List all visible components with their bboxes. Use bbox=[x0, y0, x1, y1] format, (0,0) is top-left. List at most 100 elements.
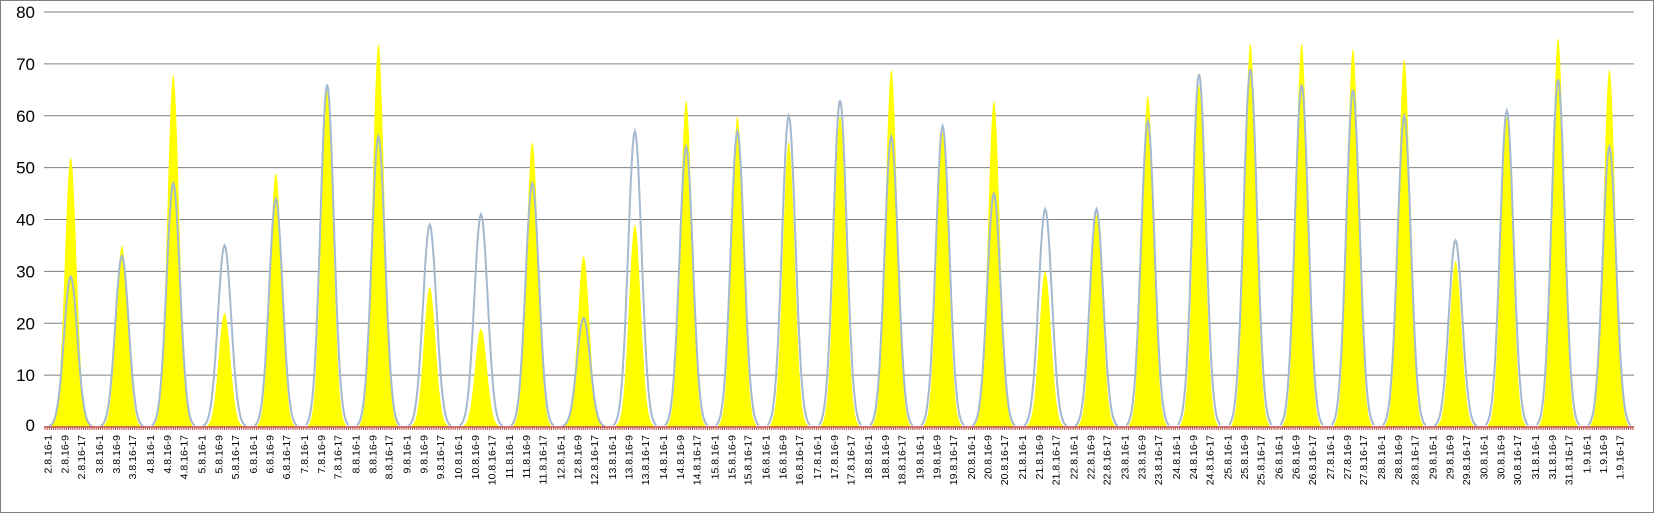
y-tick-label: 0 bbox=[26, 416, 35, 435]
area-peak bbox=[1539, 37, 1577, 428]
x-tick-label: 29.8.16-9 bbox=[1444, 435, 1456, 480]
line-peak bbox=[305, 84, 350, 426]
line-peak bbox=[869, 132, 914, 426]
line-peak bbox=[1587, 143, 1632, 427]
x-tick-label: 5.8.16-17 bbox=[230, 435, 242, 480]
x-tick-label: 31.8.16-9 bbox=[1547, 435, 1559, 480]
area-peak bbox=[257, 172, 295, 427]
x-tick-label: 19.8.16-1 bbox=[915, 435, 927, 480]
x-tick-label: 10.8.16-1 bbox=[453, 435, 465, 480]
x-tick-label: 4.8.16-17 bbox=[179, 435, 191, 480]
line-peak bbox=[202, 242, 247, 427]
x-tick-label: 31.8.16-17 bbox=[1563, 435, 1575, 485]
x-tick-label: 14.8.16-17 bbox=[691, 435, 703, 485]
line-peak bbox=[817, 99, 863, 426]
x-tick-label: 16.8.16-9 bbox=[778, 435, 790, 480]
x-tick-label: 12.8.16-17 bbox=[589, 435, 601, 485]
x-tick-label: 29.8.16-17 bbox=[1461, 435, 1473, 485]
x-tick-label: 21.8.16-1 bbox=[1017, 435, 1029, 480]
x-tick-label: 7.8.16-1 bbox=[299, 435, 311, 474]
x-tick-label: 6.8.16-17 bbox=[281, 435, 293, 480]
x-tick-label: 27.8.16-17 bbox=[1358, 435, 1370, 485]
area-peak bbox=[462, 328, 500, 427]
y-tick-label: 50 bbox=[16, 159, 35, 178]
area-peak bbox=[769, 141, 808, 427]
area-peak bbox=[410, 286, 449, 427]
line-peak bbox=[715, 127, 760, 426]
x-tick-label: 9.8.16-17 bbox=[435, 435, 447, 480]
x-tick-label: 30.8.16-17 bbox=[1512, 435, 1524, 485]
line-peak bbox=[1330, 89, 1376, 426]
line-peak bbox=[766, 111, 811, 426]
x-tick-label: 12.8.16-9 bbox=[572, 435, 584, 480]
line-peak bbox=[100, 253, 144, 427]
y-tick-label: 60 bbox=[16, 107, 35, 126]
x-tick-label: 22.8.16-17 bbox=[1102, 435, 1114, 485]
y-tick-label: 10 bbox=[16, 366, 35, 385]
x-tick-label: 6.8.16-9 bbox=[265, 435, 277, 474]
x-tick-label: 1.9.16-1 bbox=[1581, 435, 1593, 474]
x-tick-label: 17.8.16-1 bbox=[812, 435, 824, 480]
x-tick-label: 19.8.16-17 bbox=[948, 435, 960, 485]
line-peak bbox=[920, 122, 965, 426]
line-peak bbox=[1382, 111, 1427, 426]
x-tick-label: 11.8.16-17 bbox=[538, 435, 550, 485]
x-tick-label: 31.8.16-1 bbox=[1530, 435, 1542, 480]
area-peak bbox=[359, 43, 398, 427]
area-peak bbox=[513, 141, 552, 427]
y-axis: 0 10 20 30 40 50 60 70 80 bbox=[16, 3, 35, 435]
area-peak bbox=[205, 312, 244, 427]
line-peak bbox=[664, 143, 709, 427]
x-tick-label: 15.8.16-9 bbox=[726, 435, 738, 480]
area-peak bbox=[975, 100, 1013, 427]
x-tick-label: 13.8.16-17 bbox=[640, 435, 652, 485]
area-peak bbox=[1436, 261, 1475, 427]
x-tick-label: 10.8.16-9 bbox=[470, 435, 482, 480]
line-peak bbox=[1536, 79, 1581, 426]
line-peak bbox=[253, 195, 298, 427]
x-tick-label: 18.8.16-1 bbox=[863, 435, 875, 480]
x-tick-label: 8.8.16-9 bbox=[367, 435, 379, 474]
area-peak bbox=[51, 157, 90, 428]
x-tick-label: 3.8.16-1 bbox=[94, 435, 106, 474]
x-tick-label: 14.8.16-1 bbox=[658, 435, 670, 480]
area-peak bbox=[1231, 43, 1270, 427]
y-tick-label: 30 bbox=[16, 262, 35, 281]
gridlines bbox=[44, 11, 1634, 376]
x-tick-label: 22.8.16-1 bbox=[1068, 435, 1080, 480]
x-tick-label: 18.8.16-9 bbox=[880, 435, 892, 480]
series-area-layer bbox=[51, 37, 1629, 428]
area-peak bbox=[564, 255, 603, 427]
x-tick-label: 21.8.16-9 bbox=[1034, 435, 1046, 480]
area-peak bbox=[103, 245, 141, 427]
x-tick-label: 3.8.16-9 bbox=[111, 435, 123, 474]
line-peak bbox=[1279, 84, 1324, 426]
x-tick-label: 13.8.16-1 bbox=[607, 435, 619, 480]
area-peak bbox=[154, 74, 193, 428]
x-tick-label: 12.8.16-1 bbox=[556, 435, 568, 480]
x-tick-label: 27.8.16-9 bbox=[1342, 435, 1354, 480]
line-peak bbox=[459, 211, 503, 427]
x-tick-label: 28.8.16-9 bbox=[1393, 435, 1405, 480]
x-axis bbox=[44, 426, 1634, 430]
x-tick-label: 17.8.16-17 bbox=[845, 435, 857, 485]
x-tick-label: 21.8.16-17 bbox=[1050, 435, 1062, 485]
area-peak bbox=[1590, 69, 1629, 427]
x-tick-label: 30.8.16-9 bbox=[1496, 435, 1508, 480]
x-tick-label: 17.8.16-9 bbox=[829, 435, 841, 480]
x-tick-label: 16.8.16-1 bbox=[761, 435, 773, 480]
x-tick-label: 13.8.16-9 bbox=[624, 435, 636, 480]
line-peak bbox=[1484, 106, 1529, 426]
x-tick-label: 10.8.16-17 bbox=[486, 435, 498, 485]
area-peak bbox=[1128, 95, 1167, 427]
x-tick-label: 30.8.16-1 bbox=[1479, 435, 1491, 480]
x-tick-label: 24.8.16-1 bbox=[1171, 435, 1183, 480]
line-peak bbox=[1176, 74, 1222, 426]
line-peak bbox=[971, 190, 1016, 427]
area-peak bbox=[821, 115, 859, 428]
x-tick-label: 28.8.16-17 bbox=[1410, 435, 1422, 485]
x-tick-label: 9.8.16-9 bbox=[419, 435, 431, 474]
x-tick-label: 15.8.16-17 bbox=[743, 435, 755, 485]
x-tick-label: 4.8.16-9 bbox=[162, 435, 174, 474]
